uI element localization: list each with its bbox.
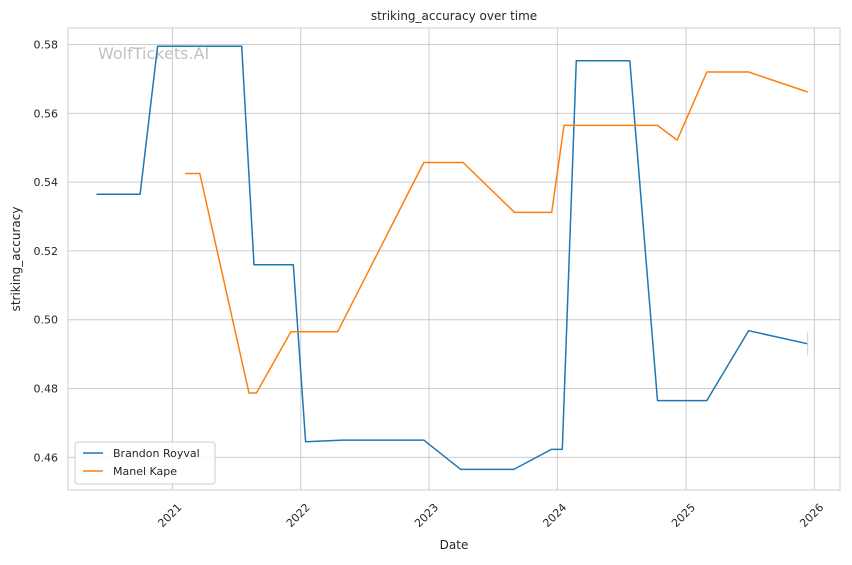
y-tick-label: 0.52 <box>34 245 59 258</box>
y-axis-label: striking_accuracy <box>9 207 23 312</box>
legend-label-brandon-royval: Brandon Royval <box>113 447 200 460</box>
watermark: WolfTickets.AI <box>98 44 209 63</box>
series-line-brandon-royval <box>96 45 808 471</box>
y-tick-label: 0.56 <box>34 107 59 120</box>
y-tick-label: 0.46 <box>34 451 59 464</box>
y-tick-label: 0.58 <box>34 39 59 52</box>
grid-layer <box>68 28 840 490</box>
plot-frame <box>67 27 841 491</box>
series-line-manel-kape <box>185 71 808 394</box>
y-tick-label: 0.48 <box>34 383 59 396</box>
y-tick-label: 0.50 <box>34 314 59 327</box>
legend-label-manel-kape: Manel Kape <box>113 465 177 478</box>
series-layer <box>96 45 809 471</box>
x-axis-label: Date <box>440 538 469 552</box>
legend-box <box>74 441 216 485</box>
chart-title: striking_accuracy over time <box>371 9 537 23</box>
legend: Brandon Royval Manel Kape <box>74 441 216 485</box>
y-tick-label: 0.54 <box>34 176 59 189</box>
